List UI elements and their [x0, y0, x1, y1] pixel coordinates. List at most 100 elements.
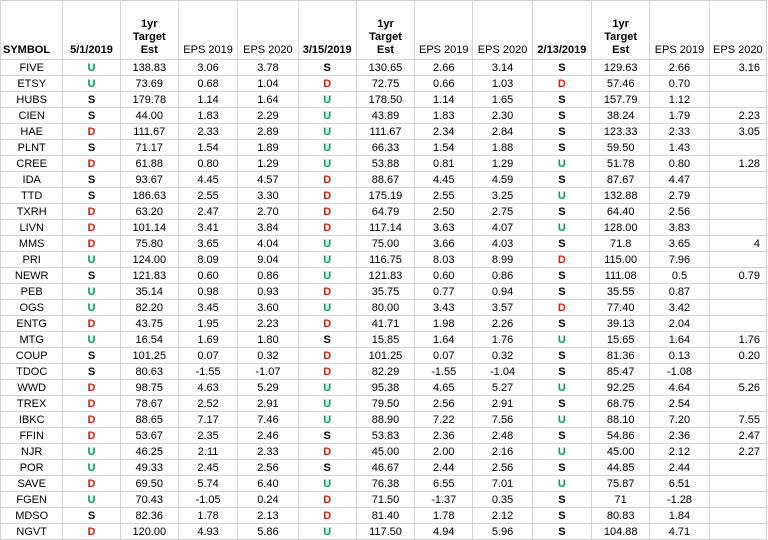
header-eps2020-1: EPS 2020 [237, 0, 299, 60]
eps2020-2-cell: 1.88 [472, 139, 533, 156]
target-2-cell: 175.19 [355, 187, 416, 204]
signal-3-cell: U [531, 219, 593, 236]
table-row: WWD D 98.75 4.63 5.29 U 95.38 4.65 5.27 U 92.25 4.6… [0, 379, 768, 396]
eps2020-1-cell: 4.57 [237, 171, 299, 188]
signal-1-cell: D [62, 427, 121, 444]
eps2020-1-cell: 6.40 [237, 475, 299, 492]
signal-3-cell: U [531, 379, 593, 396]
signal-2-cell: D [297, 347, 357, 364]
eps2019-1-cell: 1.78 [177, 507, 239, 524]
eps2020-3-cell [708, 91, 768, 108]
eps2019-2-cell: 1.14 [414, 91, 474, 108]
signal-2-cell: U [297, 107, 357, 124]
symbol-cell: ETSY [0, 75, 64, 92]
eps2019-3-cell: 1.84 [649, 507, 710, 524]
table-row: TREX D 78.67 2.52 2.91 U 79.50 2.56 2.91 S 68.75 2.… [0, 395, 768, 412]
eps2019-2-cell: 3.63 [414, 219, 474, 236]
target-3-cell: 54.86 [591, 427, 651, 444]
target-1-cell: 46.25 [119, 443, 179, 460]
eps2019-2-cell: 0.07 [414, 347, 474, 364]
eps2020-1-cell: 1.29 [237, 155, 299, 172]
eps2019-1-cell: 1.69 [177, 331, 239, 348]
signal-1-cell: U [62, 443, 121, 460]
target-2-cell: 130.65 [355, 59, 416, 76]
eps2019-2-cell: 3.66 [414, 235, 474, 252]
eps2019-2-cell: 3.43 [414, 299, 474, 316]
eps2019-3-cell: 2.36 [649, 427, 710, 444]
table-row: FFIN D 53.67 2.35 2.46 S 53.83 2.36 2.48 S 54.86 2.… [0, 427, 768, 444]
symbol-cell: CIEN [0, 107, 64, 124]
table-row: SAVE D 69.50 5.74 6.40 U 76.38 6.55 7.01 U 75.87 6.… [0, 475, 768, 492]
target-2-cell: 75.00 [355, 235, 416, 252]
symbol-cell: MDSO [0, 507, 64, 524]
symbol-cell: TTD [0, 187, 64, 204]
signal-2-cell: D [297, 507, 357, 524]
symbol-cell: TDOC [0, 363, 64, 380]
eps2019-2-cell: 2.36 [414, 427, 474, 444]
table-row: MDSO S 82.36 1.78 2.13 D 81.40 1.78 2.12 S 80.83 1.… [0, 507, 768, 524]
table-row: NEWR S 121.83 0.60 0.86 U 121.83 0.60 0.86 S 111.0… [0, 267, 768, 284]
signal-1-cell: U [62, 283, 121, 300]
eps2020-1-cell: 3.84 [237, 219, 299, 236]
signal-3-cell: S [531, 363, 593, 380]
signal-1-cell: D [62, 235, 121, 252]
eps2020-3-cell: 1.76 [708, 331, 768, 348]
target-2-cell: 53.88 [355, 155, 416, 172]
eps2020-2-cell: 2.91 [472, 395, 533, 412]
eps2019-2-cell: 2.50 [414, 203, 474, 220]
eps2020-2-cell: 4.07 [472, 219, 533, 236]
eps2020-3-cell [708, 491, 768, 508]
signal-3-cell: S [531, 347, 593, 364]
signal-1-cell: D [62, 155, 121, 172]
target-1-cell: 69.50 [119, 475, 179, 492]
table-row: CIEN S 44.00 1.83 2.29 U 43.89 1.83 2.30 S 38.24 1.… [0, 107, 768, 124]
eps2019-3-cell: 1.43 [649, 139, 710, 156]
eps2020-2-cell: 2.26 [472, 315, 533, 332]
signal-2-cell: D [297, 203, 357, 220]
eps2019-3-cell: 2.66 [649, 59, 710, 76]
eps2020-1-cell: 2.70 [237, 203, 299, 220]
signal-1-cell: U [62, 59, 121, 76]
eps2019-1-cell: 2.35 [177, 427, 239, 444]
symbol-cell: IBKC [0, 411, 64, 428]
symbol-cell: NEWR [0, 267, 64, 284]
header-eps2020-2: EPS 2020 [472, 0, 533, 60]
eps2019-2-cell: 1.64 [414, 331, 474, 348]
target-1-cell: 63.20 [119, 203, 179, 220]
eps2019-1-cell: 3.45 [177, 299, 239, 316]
target-1-cell: 98.75 [119, 379, 179, 396]
eps2019-1-cell: 5.74 [177, 475, 239, 492]
eps2020-3-cell [708, 299, 768, 316]
target-2-cell: 45.00 [355, 443, 416, 460]
eps2019-3-cell: 7.20 [649, 411, 710, 428]
signal-2-cell: D [297, 283, 357, 300]
eps2019-2-cell: 2.66 [414, 59, 474, 76]
eps2019-3-cell: 1.12 [649, 91, 710, 108]
signal-3-cell: U [531, 475, 593, 492]
signal-3-cell: S [531, 203, 593, 220]
target-3-cell: 35.55 [591, 283, 651, 300]
signal-1-cell: D [62, 219, 121, 236]
eps2019-3-cell: -1.08 [649, 363, 710, 380]
eps2020-3-cell: 1.28 [708, 155, 768, 172]
eps2020-2-cell: 2.75 [472, 203, 533, 220]
eps2019-1-cell: 0.07 [177, 347, 239, 364]
target-1-cell: 111.67 [119, 123, 179, 140]
eps2020-3-cell: 4 [708, 235, 768, 252]
signal-2-cell: D [297, 75, 357, 92]
signal-1-cell: S [62, 107, 121, 124]
table-row: TTD S 186.63 2.55 3.30 D 175.19 2.55 3.25 U 132.88… [0, 187, 768, 204]
symbol-cell: FFIN [0, 427, 64, 444]
target-2-cell: 80.00 [355, 299, 416, 316]
target-2-cell: 117.14 [355, 219, 416, 236]
signal-2-cell: D [297, 171, 357, 188]
eps2019-3-cell: 2.12 [649, 443, 710, 460]
target-1-cell: 121.83 [119, 267, 179, 284]
eps2019-2-cell: 0.77 [414, 283, 474, 300]
eps2019-1-cell: 0.68 [177, 75, 239, 92]
eps2020-2-cell: 7.56 [472, 411, 533, 428]
signal-3-cell: U [531, 331, 593, 348]
signal-1-cell: D [62, 411, 121, 428]
eps2019-1-cell: 1.95 [177, 315, 239, 332]
